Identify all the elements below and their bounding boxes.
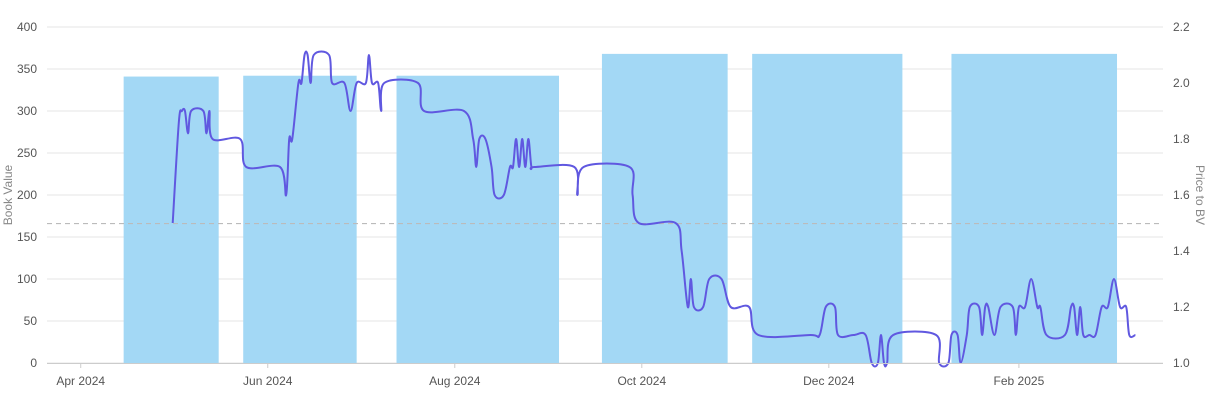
y2-tick-label: 1.6	[1173, 188, 1190, 202]
y-tick-label: 350	[17, 62, 37, 76]
x-tick-label: Apr 2024	[56, 374, 105, 388]
line-series	[171, 50, 1136, 368]
y-tick-label: 200	[17, 188, 37, 202]
x-tick-label: Dec 2024	[803, 374, 855, 388]
y-tick-label: 400	[17, 20, 37, 34]
y2-tick-label: 1.2	[1173, 300, 1190, 314]
y-tick-label: 300	[17, 104, 37, 118]
x-tick-label: Jun 2024	[243, 374, 293, 388]
y-tick-label: 100	[17, 272, 37, 286]
bar	[243, 75, 357, 363]
y2-axis-title: Price to BV	[1193, 165, 1207, 225]
y2-tick-label: 1.8	[1173, 132, 1190, 146]
bar	[951, 53, 1118, 363]
price-to-bv-line	[171, 50, 1136, 368]
y-tick-label: 50	[24, 314, 38, 328]
y2-tick-label: 2.0	[1173, 76, 1190, 90]
x-tick-label: Oct 2024	[617, 374, 666, 388]
y2-tick-label: 1.0	[1173, 356, 1190, 370]
y-tick-label: 250	[17, 146, 37, 160]
bar	[601, 53, 728, 363]
bar-series	[123, 53, 1118, 363]
x-tick-label: Feb 2025	[994, 374, 1045, 388]
y-tick-label: 150	[17, 230, 37, 244]
x-tick-label: Aug 2024	[429, 374, 481, 388]
bar	[123, 76, 219, 363]
bar	[752, 53, 903, 363]
y2-tick-label: 2.2	[1173, 20, 1190, 34]
y-axis-title: Book Value	[1, 164, 15, 225]
bar	[396, 75, 560, 363]
y-tick-label: 0	[30, 356, 37, 370]
axes: 0 50 100 150 200 250 300 350 400 1.0 1.2 1.4 1.6 1.8 2…	[17, 20, 1190, 388]
y2-tick-label: 1.4	[1173, 244, 1190, 258]
